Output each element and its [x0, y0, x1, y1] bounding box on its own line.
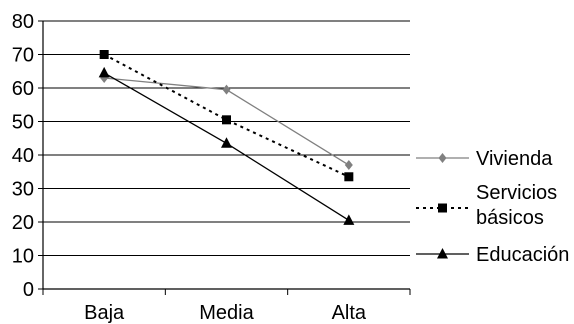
data-point — [344, 160, 353, 171]
data-point — [344, 172, 354, 182]
data-point — [343, 214, 355, 225]
x-tick-label: Baja — [84, 302, 125, 324]
y-tick-label: 30 — [12, 179, 34, 201]
legend-marker — [437, 248, 448, 259]
y-tick-label: 10 — [12, 246, 34, 268]
legend-label: Educación — [476, 244, 569, 266]
y-tick-label: 80 — [12, 11, 34, 33]
data-point — [222, 84, 231, 95]
legend-label: Vivienda — [476, 148, 553, 170]
y-tick-label: 70 — [12, 45, 34, 67]
y-tick-label: 60 — [12, 78, 34, 100]
legend-marker — [438, 153, 447, 163]
data-point — [222, 115, 231, 125]
legend-label: Servicios — [476, 182, 557, 204]
x-tick-label: Alta — [332, 302, 367, 324]
y-tick-label: 40 — [12, 145, 34, 167]
x-tick-label: Media — [199, 302, 254, 324]
y-tick-label: 50 — [12, 112, 34, 134]
legend-marker — [438, 203, 447, 213]
y-tick-label: 20 — [12, 212, 34, 234]
y-tick-label: 0 — [23, 279, 34, 301]
data-point — [98, 66, 110, 78]
data-point — [99, 50, 109, 59]
legend-label: básicos — [476, 207, 544, 229]
data-point — [221, 137, 232, 148]
